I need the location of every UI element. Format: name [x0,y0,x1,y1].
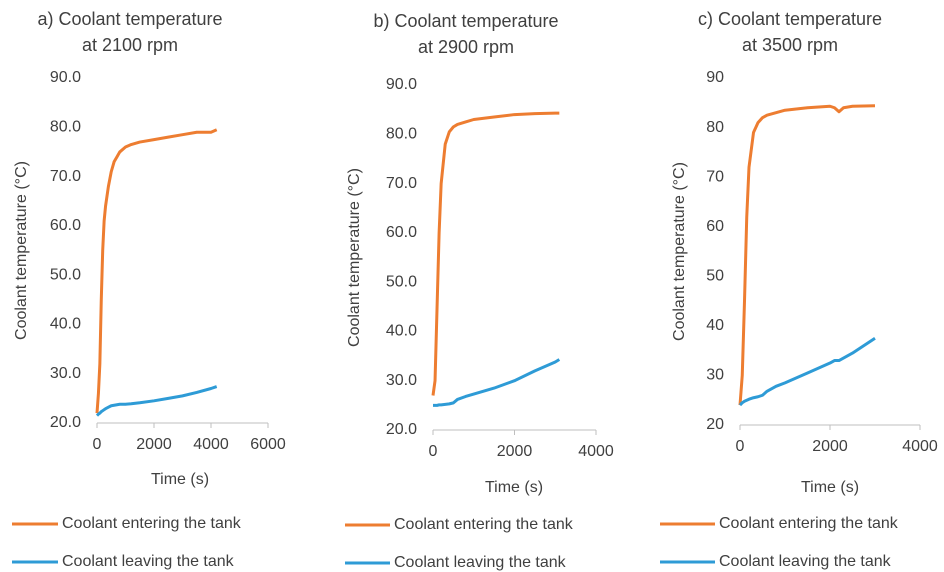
x-tick-label: 0 [429,443,438,460]
y-tick-label: 30.0 [50,365,81,382]
series-line [95,128,218,414]
legend-label: Coolant entering the tank [719,515,899,532]
y-tick-label: 30.0 [386,372,417,389]
series-line [738,336,876,407]
x-tick-label: 4000 [193,436,229,453]
y-tick-label: 90 [706,69,724,86]
y-tick-label: 80 [706,119,724,136]
series-line [433,358,561,407]
y-tick-label: 20.0 [50,414,81,431]
y-tick-label: 90.0 [50,69,81,86]
chart-title: b) Coolant temperature [373,11,558,31]
chart-title: c) Coolant temperature [698,9,882,29]
legend-label: Coolant leaving the tank [719,553,892,570]
y-tick-label: 40 [706,317,724,334]
y-tick-label: 40.0 [50,316,81,333]
x-axis-label: Time (s) [151,471,209,488]
chart-title: at 2100 rpm [82,35,178,55]
series-line [738,104,876,406]
legend-label: Coolant leaving the tank [62,553,235,570]
chart-title: at 3500 rpm [742,35,838,55]
x-tick-label: 4000 [578,443,614,460]
chart: b) Coolant temperature at 2900 rpm Coolant… [345,11,614,571]
y-tick-label: 60.0 [386,224,417,241]
x-tick-label: 6000 [250,436,286,453]
x-tick-label: 2000 [812,438,848,455]
y-tick-label: 50.0 [50,266,81,283]
y-tick-label: 80.0 [50,119,81,136]
y-tick-label: 50 [706,268,724,285]
y-tick-label: 70.0 [50,168,81,185]
y-axis-label: Coolant temperature (°C) [13,161,30,340]
x-tick-label: 0 [93,436,102,453]
y-tick-label: 50.0 [386,273,417,290]
legend-label: Coolant leaving the tank [394,554,567,571]
y-axis-label: Coolant temperature (°C) [346,168,363,347]
x-axis-label: Time (s) [801,479,859,496]
chart: c) Coolant temperature at 3500 rpm Coolant… [660,9,938,570]
x-tick-label: 0 [736,438,745,455]
chart: a) Coolant temperature at 2100 rpm Coolant… [12,9,286,570]
y-tick-label: 80.0 [386,126,417,143]
y-axis-label: Coolant temperature (°C) [671,162,688,341]
y-tick-label: 60 [706,218,724,235]
y-tick-label: 30 [706,367,724,384]
y-tick-label: 40.0 [386,323,417,340]
y-tick-label: 20.0 [386,421,417,438]
x-tick-label: 2000 [497,443,533,460]
x-tick-label: 4000 [902,438,938,455]
y-tick-label: 60.0 [50,217,81,234]
y-tick-label: 90.0 [386,76,417,93]
x-tick-label: 2000 [136,436,172,453]
chart-title: a) Coolant temperature [37,9,222,29]
chart-title: at 2900 rpm [418,37,514,57]
legend-label: Coolant entering the tank [394,516,574,533]
x-axis-label: Time (s) [485,479,543,496]
y-tick-label: 70 [706,168,724,185]
y-tick-label: 70.0 [386,175,417,192]
legend-label: Coolant entering the tank [62,515,242,532]
series-line [95,385,218,417]
series-line [431,111,560,396]
y-tick-label: 20 [706,416,724,433]
